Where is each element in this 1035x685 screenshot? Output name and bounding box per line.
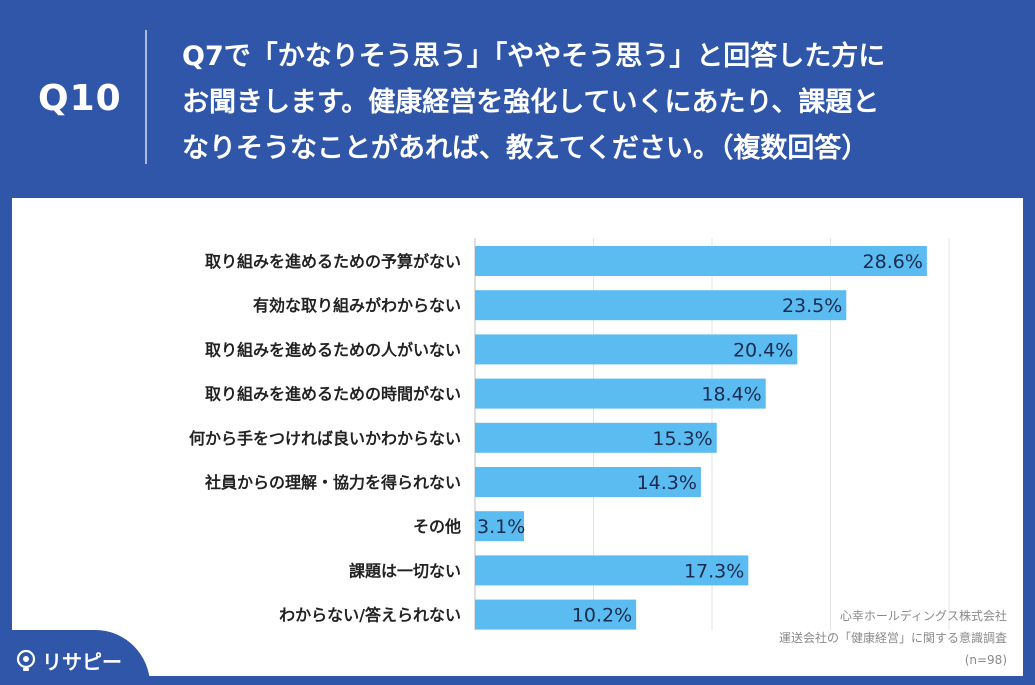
chart-panel: 取り組みを進めるための予算がない 28.6% 有効な取り組みがわからない 23.5% 取… [12, 198, 1023, 676]
value-label: 23.5% [782, 295, 842, 317]
bar [475, 334, 798, 365]
logo: リサピー [14, 646, 122, 675]
bar [475, 599, 637, 630]
question-text: Q7で「かなりそう思う」「ややそう思う」と回答した方に お聞きします。健康経営を… [182, 41, 886, 164]
logo-text: リサピー [42, 650, 122, 674]
category-label: 取り組みを進めるための予算がない [205, 252, 461, 271]
category-label: 有効な取り組みがわからない [253, 296, 461, 315]
value-label: 10.2% [572, 605, 632, 627]
question-number: Q10 [38, 78, 122, 119]
category-label: 取り組みを進めるための時間がない [205, 385, 461, 404]
bar [475, 246, 927, 276]
header-divider [145, 30, 147, 164]
category-label: 課題は一切ない [349, 561, 461, 580]
category-label: その他 [413, 517, 461, 536]
category-label: 取り組みを進めるための人がいない [205, 340, 461, 359]
value-label: 28.6% [863, 251, 923, 273]
lightbulb-icon [16, 649, 36, 671]
bar-chart: 取り組みを進めるための予算がない 28.6% 有効な取り組みがわからない 23.5% 取… [189, 238, 950, 630]
bar [475, 555, 749, 586]
header: Q10 Q7で「かなりそう思う」「ややそう思う」と回答した方に お聞きします。健… [0, 0, 1035, 198]
source-company: 心幸ホールディングス株式会社 [839, 609, 1007, 623]
category-label: 何から手をつければ良いかわからない [189, 429, 461, 448]
category-label: わからない/答えられない [279, 606, 461, 625]
value-label: 15.3% [652, 428, 712, 450]
value-label: 17.3% [684, 560, 744, 582]
value-label: 20.4% [733, 339, 793, 361]
source-survey: 運送会社の「健康経営」に関する意識調査 [778, 631, 1007, 645]
bar [475, 511, 524, 542]
bar [475, 422, 717, 453]
bar [475, 378, 766, 409]
bar [475, 290, 847, 321]
category-label: 社員からの理解・協力を得られない [204, 473, 461, 492]
value-label: 18.4% [701, 384, 761, 406]
sample-size: (n=98) [964, 653, 1007, 667]
bar [475, 467, 701, 497]
value-label: 14.3% [637, 472, 697, 494]
value-label: 3.1% [477, 516, 525, 538]
